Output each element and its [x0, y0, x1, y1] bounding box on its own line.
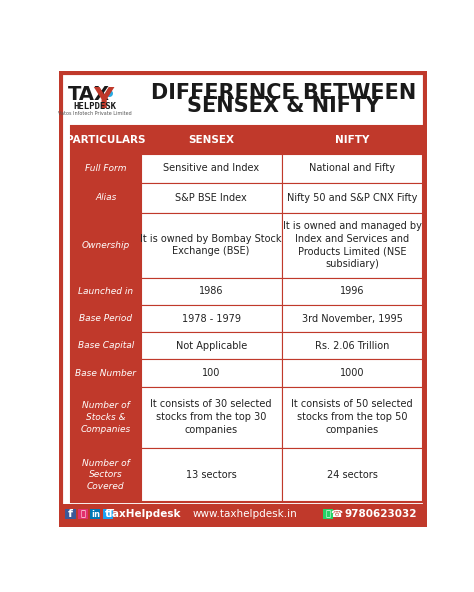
Text: Base Capital: Base Capital [78, 342, 134, 350]
Text: 3rd November, 1995: 3rd November, 1995 [302, 314, 402, 324]
Bar [78, 509, 88, 519]
Text: f: f [68, 509, 73, 519]
Text: Number of
Stocks &
Companies: Number of Stocks & Companies [81, 401, 131, 433]
Text: National and Fifty: National and Fifty [309, 163, 395, 173]
Text: Ownership: Ownership [82, 240, 130, 250]
Text: t: t [105, 509, 110, 519]
Bar [65, 509, 75, 519]
Text: 1000: 1000 [340, 368, 365, 378]
Text: 1996: 1996 [340, 287, 365, 296]
Text: Y: Y [93, 85, 114, 114]
Bar [141, 183, 282, 213]
Text: S&P BSE Index: S&P BSE Index [175, 193, 247, 203]
Bar [141, 154, 282, 183]
Text: DIFFERENCE BETWEEN: DIFFERENCE BETWEEN [151, 83, 417, 104]
Bar [141, 278, 282, 305]
Bar [71, 359, 141, 387]
Bar [282, 305, 423, 332]
Text: Base Period: Base Period [79, 314, 132, 323]
Text: in: in [91, 510, 100, 519]
Text: Ⓜ: Ⓜ [325, 510, 330, 519]
Text: Base Number: Base Number [75, 369, 136, 378]
Bar [282, 278, 423, 305]
Bar [141, 359, 282, 387]
Bar [282, 183, 423, 213]
Bar [141, 332, 282, 359]
Text: ☎: ☎ [331, 509, 343, 519]
Text: 1978 - 1979: 1978 - 1979 [182, 314, 241, 324]
Bar [282, 387, 423, 448]
Bar [90, 509, 100, 519]
Text: SENSEX: SENSEX [188, 135, 234, 145]
Bar [71, 183, 141, 213]
Text: 13 sectors: 13 sectors [186, 470, 237, 480]
Bar [59, 504, 427, 527]
Bar [282, 359, 423, 387]
Text: HELPDESK: HELPDESK [73, 102, 117, 111]
Bar [323, 509, 333, 519]
Text: Alias: Alias [95, 194, 117, 202]
Bar [71, 448, 141, 502]
Bar [71, 305, 141, 332]
Bar [141, 387, 282, 448]
Text: Not Applicable: Not Applicable [175, 341, 247, 351]
Text: SENSEX & NIFTY: SENSEX & NIFTY [187, 96, 381, 117]
Text: NIFTY: NIFTY [335, 135, 369, 145]
Bar [282, 154, 423, 183]
Text: Vatos Infotech Private Limited: Vatos Infotech Private Limited [58, 111, 132, 116]
Text: It consists of 50 selected
stocks from the top 50
companies: It consists of 50 selected stocks from t… [292, 400, 413, 435]
Bar [71, 213, 141, 278]
Bar [282, 127, 423, 154]
Bar [71, 278, 141, 305]
Bar [71, 387, 141, 448]
Bar [141, 213, 282, 278]
Text: Nifty 50 and S&P CNX Fifty: Nifty 50 and S&P CNX Fifty [287, 193, 418, 203]
Text: 9780623032: 9780623032 [345, 509, 417, 519]
Text: 1986: 1986 [199, 287, 223, 296]
Text: Launched in: Launched in [78, 287, 133, 296]
Bar [141, 305, 282, 332]
Bar [71, 127, 141, 154]
Text: ⓘ: ⓘ [81, 510, 85, 519]
Bar [103, 509, 113, 519]
Bar [71, 332, 141, 359]
Text: 24 sectors: 24 sectors [327, 470, 378, 480]
Bar [141, 448, 282, 502]
Text: It is owned by Bombay Stock
Exchange (BSE): It is owned by Bombay Stock Exchange (BS… [140, 234, 282, 256]
Text: Number of
Sectors
Covered: Number of Sectors Covered [82, 459, 129, 491]
Text: TaxHelpdesk: TaxHelpdesk [107, 509, 182, 519]
Text: It consists of 30 selected
stocks from the top 30
companies: It consists of 30 selected stocks from t… [150, 400, 272, 435]
Bar [282, 213, 423, 278]
Text: www.taxhelpdesk.in: www.taxhelpdesk.in [193, 509, 298, 519]
Text: Full Form: Full Form [85, 164, 127, 173]
Bar [282, 448, 423, 502]
Bar [282, 332, 423, 359]
Text: Rs. 2.06 Trillion: Rs. 2.06 Trillion [315, 341, 389, 351]
Text: Sensitive and Index: Sensitive and Index [163, 163, 259, 173]
Bar [71, 154, 141, 183]
Text: It is owned and managed by
Index and Services and
Products Limited (NSE
subsidia: It is owned and managed by Index and Ser… [283, 221, 422, 269]
Text: PARTICULARS: PARTICULARS [66, 135, 146, 145]
Text: TAX: TAX [68, 85, 109, 104]
Text: 100: 100 [202, 368, 220, 378]
Bar [141, 127, 282, 154]
Bar [71, 127, 423, 502]
